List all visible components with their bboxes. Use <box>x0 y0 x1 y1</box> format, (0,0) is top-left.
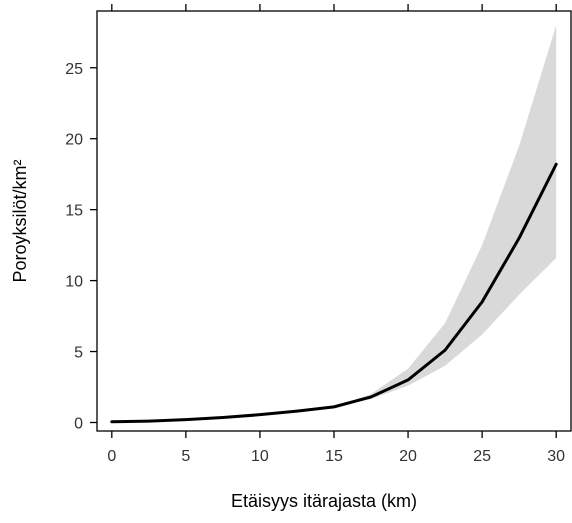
y-tick-label: 15 <box>65 203 83 220</box>
y-axis-ticks: 0 5 10 15 20 25 <box>65 61 97 432</box>
x-tick-label: 0 <box>107 448 116 465</box>
top-axis-ticks <box>111 4 557 11</box>
y-tick-label: 0 <box>74 415 83 432</box>
y-axis-title: Poroyksilöt/km² <box>10 159 30 282</box>
series-line <box>110 162 558 424</box>
x-tick-label: 25 <box>473 448 491 465</box>
series-line-layer <box>110 162 558 424</box>
y-tick-label: 10 <box>65 274 83 291</box>
x-tick-label: 10 <box>251 448 269 465</box>
y-tick-label: 20 <box>65 132 83 149</box>
y-tick-label: 25 <box>65 61 83 78</box>
x-tick-label: 30 <box>547 448 565 465</box>
x-axis-title: Etäisyys itärajasta (km) <box>231 491 417 511</box>
x-tick-label: 5 <box>181 448 190 465</box>
y-tick-label: 5 <box>74 345 83 362</box>
x-tick-label: 20 <box>399 448 417 465</box>
x-axis-ticks: 0 5 10 15 20 25 30 <box>107 431 565 465</box>
x-tick-label: 15 <box>325 448 343 465</box>
